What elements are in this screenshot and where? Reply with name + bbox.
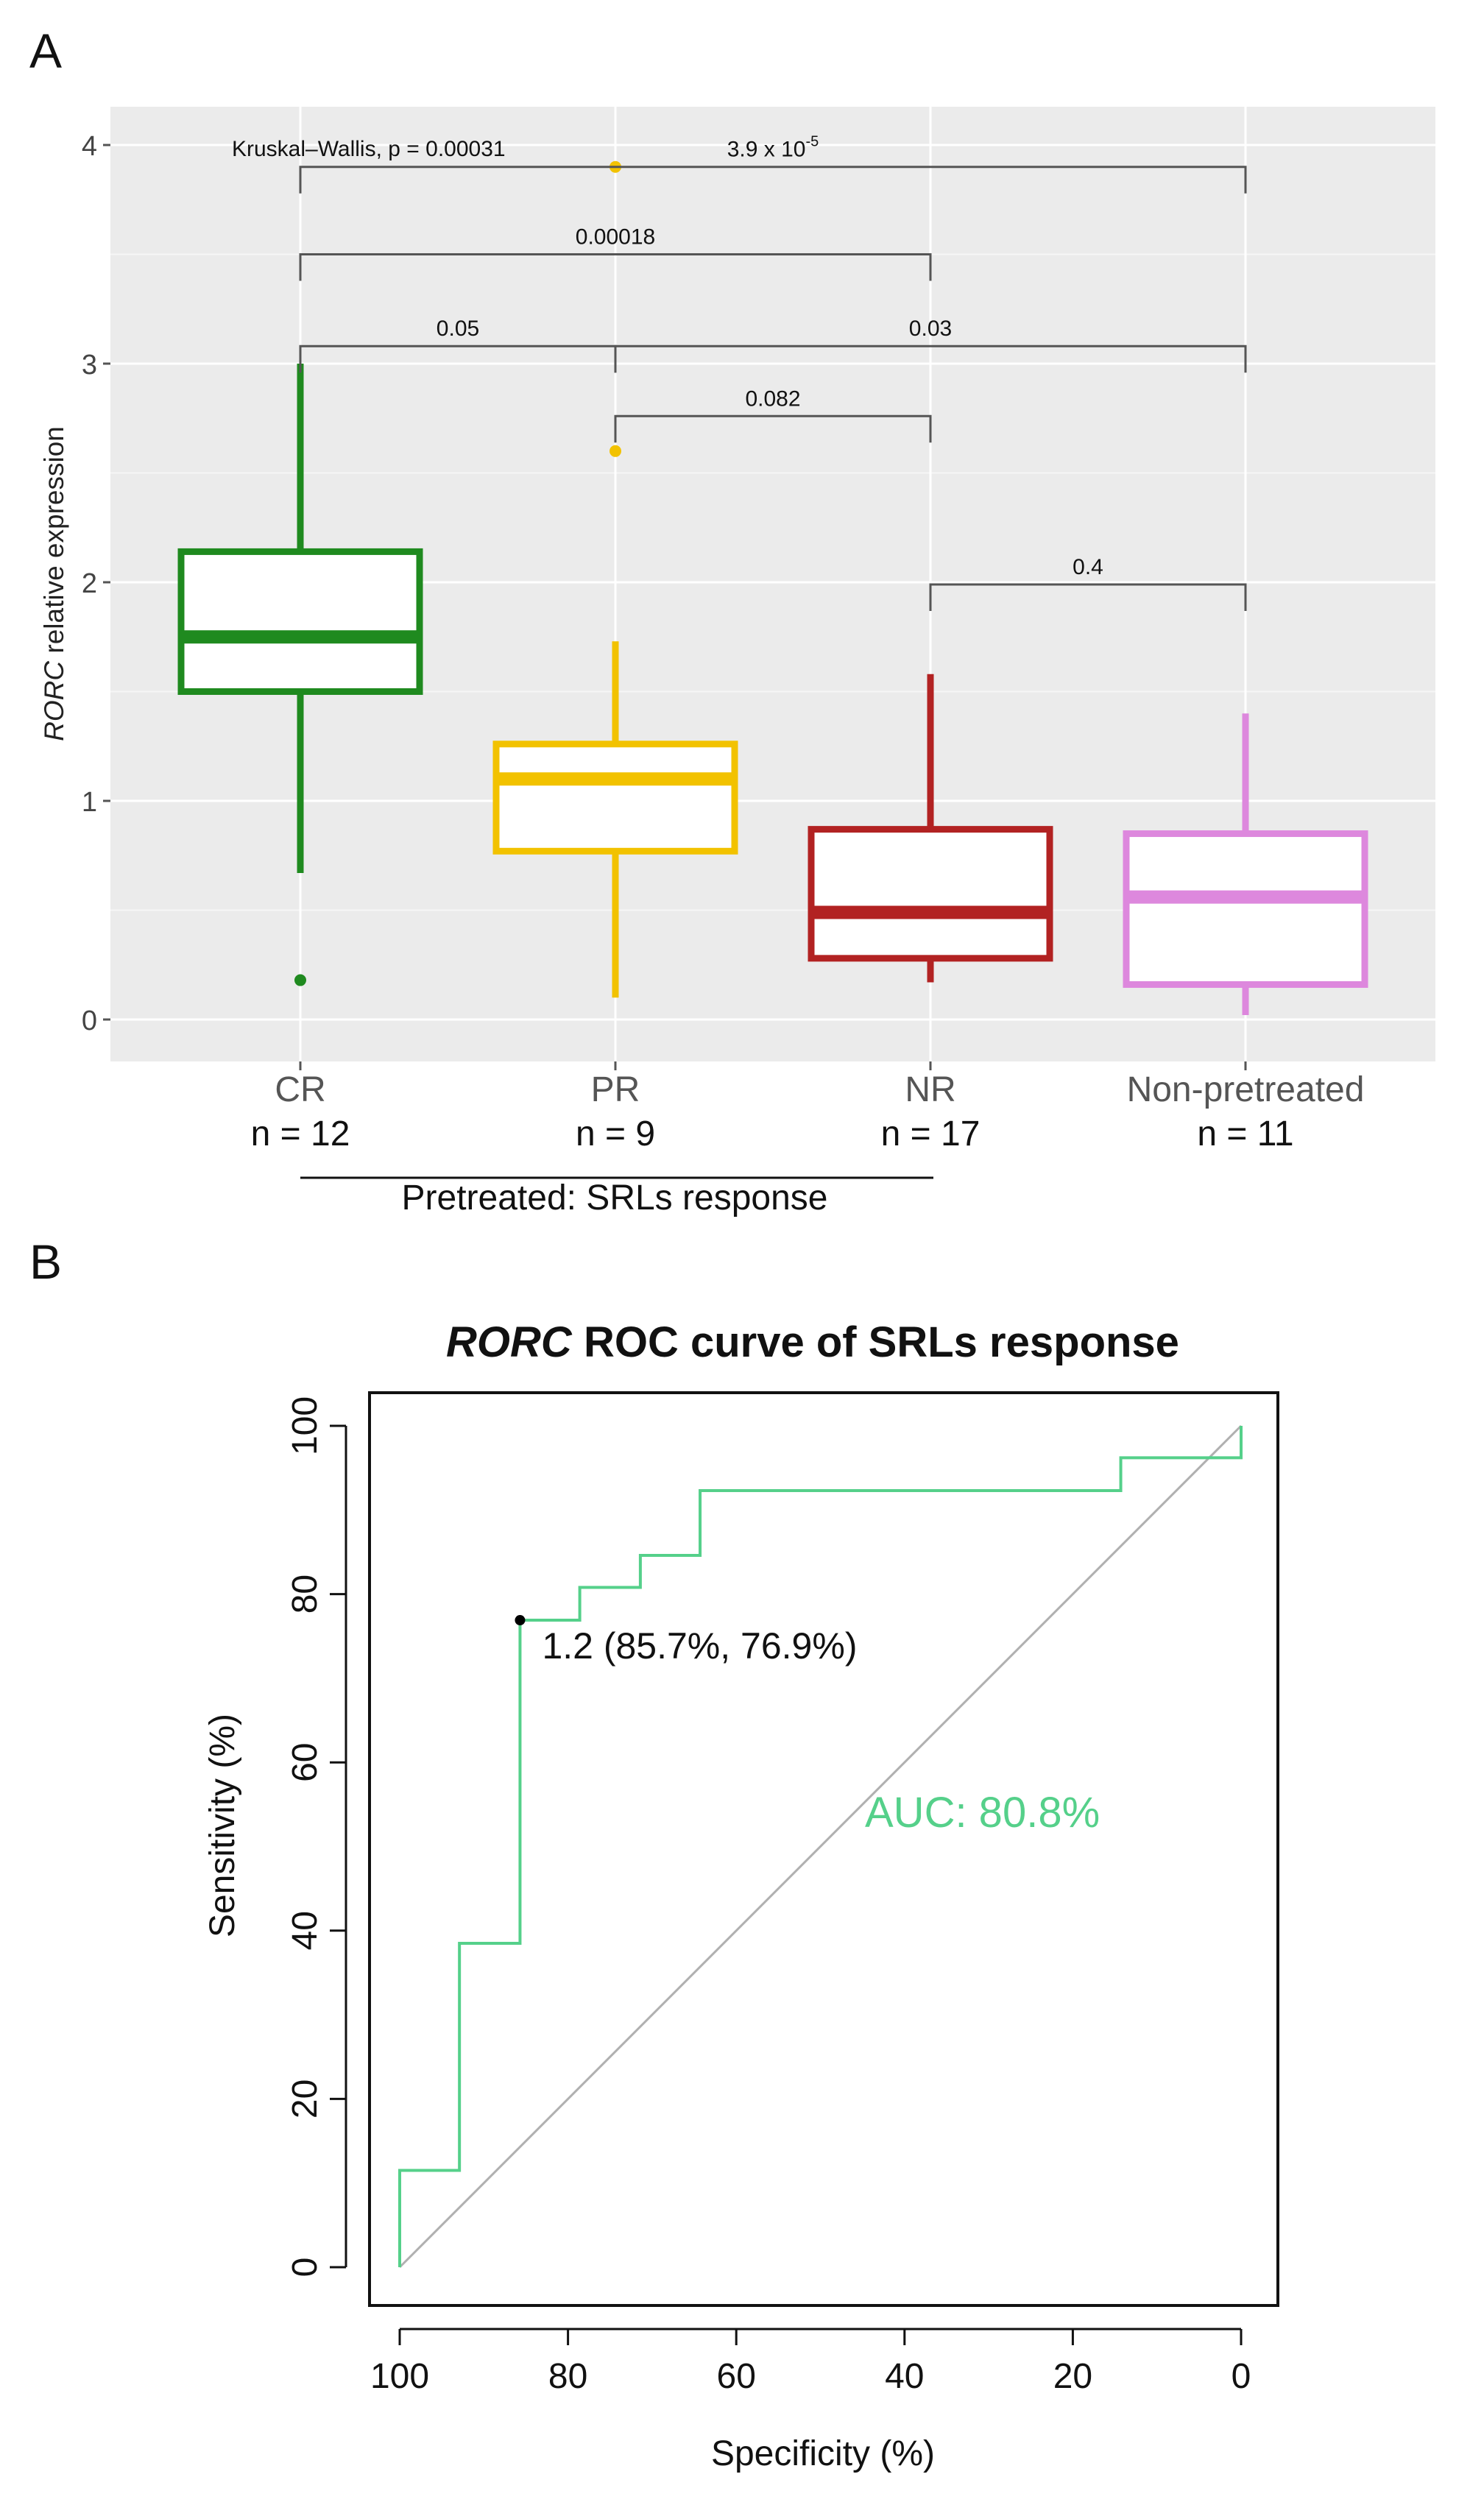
y-tick-label: 40: [286, 1911, 325, 1950]
y-tick-label: 0: [286, 2258, 325, 2278]
box-nr: [808, 674, 1053, 983]
p-value-exponent: -5: [805, 134, 819, 150]
panel-b-x-axis: 100 80 60 40 20 0: [370, 2328, 1251, 2396]
y-tick-label: 0: [82, 1006, 97, 1036]
panel-a-label: A: [29, 24, 62, 78]
y-tick-label: 100: [286, 1396, 325, 1455]
box-iqr: [808, 826, 1053, 962]
bracket-line: [299, 166, 1247, 194]
y-tick-label: 2: [82, 568, 97, 599]
panel-b-roc: B RORC ROC curve of SRLs response 1.2 (8…: [29, 1234, 1279, 2473]
box-non-pretreated: [1123, 713, 1368, 1016]
panel-b-plot-frame: [368, 1391, 1279, 2307]
x-sample-size: n = 17: [881, 1114, 981, 1153]
bracket-p-value: 0.4: [1073, 555, 1103, 579]
x-tick-label: 60: [717, 2357, 756, 2396]
y-tick-label: 80: [286, 1575, 325, 1614]
box-pr: [492, 160, 738, 998]
y-tick-label: 60: [286, 1743, 325, 1782]
bracket-line: [614, 344, 1247, 373]
x-tick-label: 80: [548, 2357, 587, 2396]
x-tick-label: 20: [1053, 2357, 1092, 2396]
y-axis-title-rest: relative expression: [39, 426, 69, 661]
global-test-label: Kruskal–Wallis, p = 0.00031: [232, 137, 506, 161]
box-iqr: [1123, 830, 1368, 988]
x-tick-label: 40: [885, 2357, 924, 2396]
panel-a-comparison-brackets: 3.9 x 10-5 0.00018 0.05 0.03 0.082 0.4: [299, 134, 1247, 611]
panel-a-x-axis: CR n = 12 PR n = 9 NR n = 17 Non-pretreated n =…: [251, 1061, 1365, 1153]
comparison-bracket: 3.9 x 10-5: [299, 134, 1247, 194]
box-iqr: [177, 548, 423, 695]
bracket-line: [299, 253, 932, 281]
x-sample-size: n = 9: [576, 1114, 655, 1153]
auc-label: AUC: 80.8%: [865, 1789, 1100, 1837]
x-category-label: PR: [591, 1070, 640, 1109]
y-axis-title-italic: RORC: [39, 661, 69, 741]
x-tick-label: 0: [1232, 2357, 1251, 2396]
panel-b-x-axis-title: Specificity (%): [711, 2434, 935, 2473]
panel-b-y-axis-title: Sensitivity (%): [203, 1714, 242, 1937]
y-tick-label: 1: [82, 787, 97, 818]
y-tick-label: 3: [82, 350, 97, 381]
y-tick-label: 4: [82, 131, 97, 162]
panel-b-y-axis: 0 20 40 60 80 100: [286, 1396, 347, 2278]
bracket-line: [614, 414, 932, 443]
threshold-point: [515, 1615, 526, 1626]
chance-diagonal-line: [398, 1424, 1243, 2269]
comparison-bracket: 0.4: [929, 555, 1247, 611]
panel-b-title-rest: ROC curve of SRLs response: [572, 1318, 1179, 1366]
outlier-point: [294, 974, 306, 986]
panel-a-boxplot: A 0 1 2 3 4 3.9 x 10-5 0.00018 0.05 0.03 0.082 0.…: [29, 24, 1435, 1218]
p-value-base: 3.9 x 10: [727, 138, 806, 162]
bracket-line: [929, 583, 1247, 611]
x-category-label: CR: [275, 1070, 325, 1109]
panel-a-y-axis: 0 1 2 3 4: [82, 131, 110, 1036]
y-tick-label: 20: [286, 2079, 325, 2119]
bracket-p-value: 0.03: [909, 317, 952, 341]
x-sample-size: n = 12: [251, 1114, 350, 1153]
comparison-bracket: 0.082: [614, 386, 932, 443]
bracket-p-value: 3.9 x 10-5: [727, 134, 819, 162]
bracket-p-value: 0.00018: [576, 225, 655, 250]
panel-b-title: RORC ROC curve of SRLs response: [446, 1318, 1179, 1366]
x-sample-size: n = 11: [1197, 1114, 1293, 1153]
comparison-bracket: 0.03: [614, 317, 1247, 373]
x-category-label: NR: [905, 1070, 955, 1109]
bracket-p-value: 0.082: [745, 386, 800, 411]
threshold-label: 1.2 (85.7%, 76.9%): [542, 1625, 857, 1667]
box-cr: [177, 364, 423, 986]
panel-a-y-axis-title: RORC relative expression: [39, 426, 69, 741]
outlier-point: [610, 445, 621, 457]
x-category-label: Non-pretreated: [1127, 1070, 1365, 1109]
box-iqr: [492, 741, 738, 855]
panel-a-boxes: [177, 160, 1368, 1016]
panel-b-label: B: [29, 1234, 62, 1289]
pretreated-group-label: Pretreated: SRLs response: [402, 1179, 828, 1218]
panel-b-title-italic: RORC: [446, 1318, 573, 1366]
bracket-p-value: 0.05: [437, 317, 479, 341]
x-tick-label: 100: [370, 2357, 429, 2396]
roc-curve: [398, 1426, 1243, 2267]
comparison-bracket: 0.00018: [299, 225, 932, 281]
